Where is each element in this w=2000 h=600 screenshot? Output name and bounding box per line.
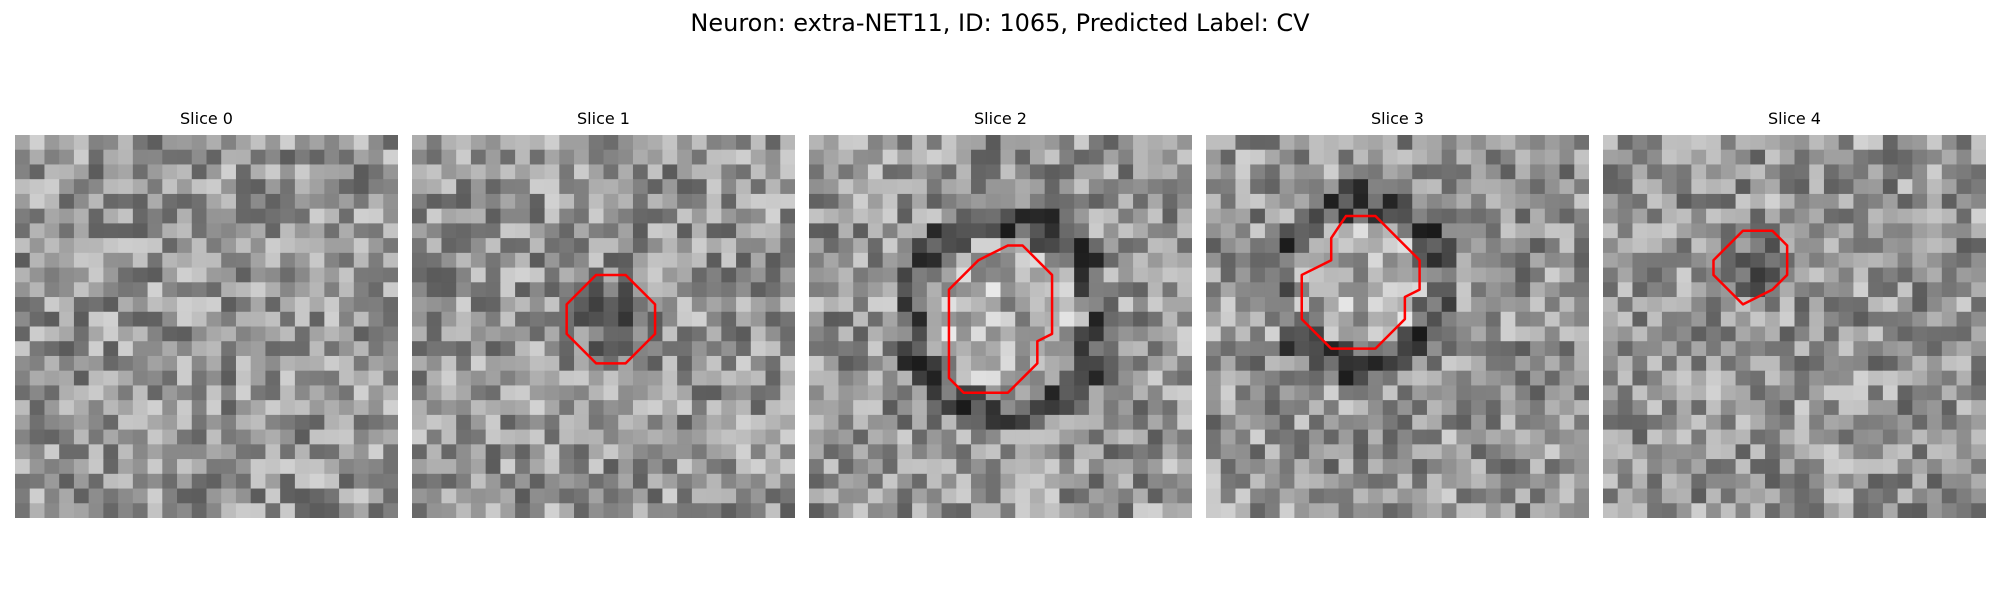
slice-title: Slice 3 [1371, 109, 1424, 128]
slice-image [412, 135, 795, 518]
slice-title: Slice 0 [180, 109, 233, 128]
pixel-grid [809, 135, 1192, 518]
pixel-grid [412, 135, 795, 518]
roi-outline [947, 244, 1054, 395]
slice-panel-2: Slice 2 [809, 108, 1192, 520]
slice-title: Slice 1 [577, 109, 630, 128]
slice-image [1603, 135, 1986, 518]
slice-panel-0: Slice 0 [15, 108, 398, 520]
slice-image [15, 135, 398, 518]
slice-panel-3: Slice 3 [1206, 108, 1589, 520]
slice-image [809, 135, 1192, 518]
slice-image [1206, 135, 1589, 518]
pixel-grid [1206, 135, 1589, 518]
roi-outline [1300, 214, 1421, 350]
pixel-grid [15, 135, 398, 518]
roi-outline [1712, 229, 1789, 306]
pixel-grid [1603, 135, 1986, 518]
slice-panel-4: Slice 4 [1603, 108, 1986, 520]
roi-outline [565, 273, 657, 365]
slice-panel-1: Slice 1 [412, 108, 795, 520]
figure-title: Neuron: extra-NET11, ID: 1065, Predicted… [690, 9, 1310, 37]
slice-title: Slice 4 [1768, 109, 1821, 128]
slice-title: Slice 2 [974, 109, 1027, 128]
